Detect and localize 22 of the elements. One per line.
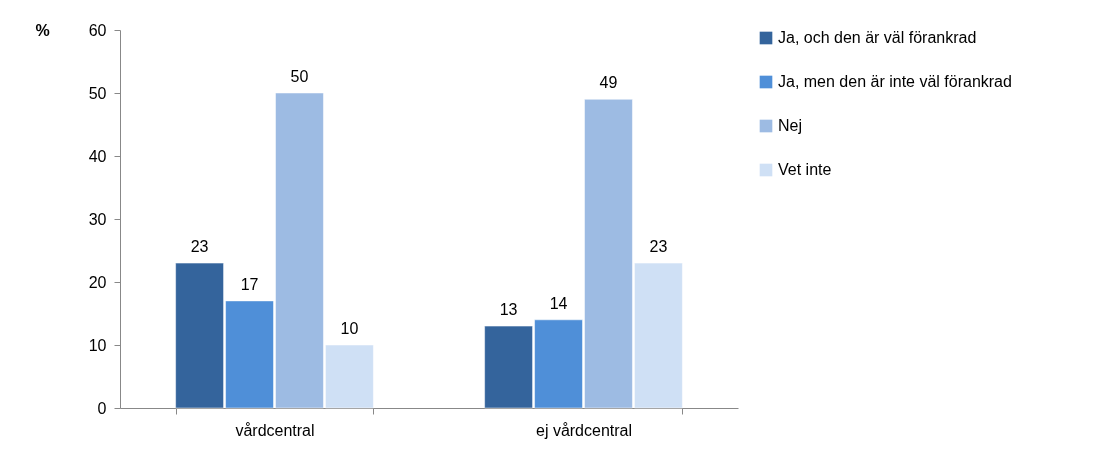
data-label: 23	[190, 238, 209, 256]
y-tick-label: 10	[88, 336, 107, 354]
y-tick-label: 40	[88, 147, 107, 165]
x-tick-label: ej vårdcentral	[535, 421, 633, 439]
y-tick-label: 60	[88, 21, 107, 39]
data-label: 49	[599, 74, 618, 92]
y-axis-title: %	[35, 21, 50, 39]
data-label: 50	[290, 68, 309, 85]
legend-label: Ja, men den är inte väl förankrad	[778, 73, 1012, 90]
y-tick-label: 0	[97, 399, 107, 417]
x-tick-label: vårdcentral	[235, 421, 315, 439]
data-label: 14	[549, 294, 568, 312]
legend-label: Vet inte	[778, 161, 832, 178]
legend-label: Nej	[778, 117, 803, 134]
y-tick-label: 30	[88, 210, 107, 228]
y-tick-label: 20	[88, 273, 107, 291]
data-label: 23	[649, 238, 668, 256]
y-tick-label: 50	[88, 84, 107, 102]
data-label: 13	[499, 301, 518, 319]
legend-label: Ja, och den är väl förankrad	[778, 29, 977, 46]
data-label: 17	[240, 275, 259, 293]
data-label: 10	[340, 320, 359, 337]
